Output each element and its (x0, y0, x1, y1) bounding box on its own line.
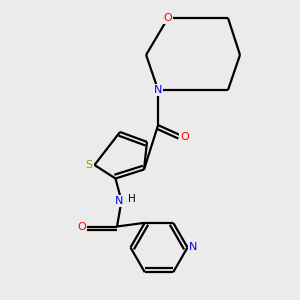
Text: S: S (85, 160, 93, 170)
Text: N: N (115, 196, 123, 206)
Text: N: N (154, 85, 162, 95)
Text: O: O (164, 13, 172, 23)
Text: N: N (189, 242, 197, 253)
Text: O: O (77, 221, 86, 232)
Text: H: H (128, 194, 136, 204)
Text: O: O (180, 131, 189, 142)
